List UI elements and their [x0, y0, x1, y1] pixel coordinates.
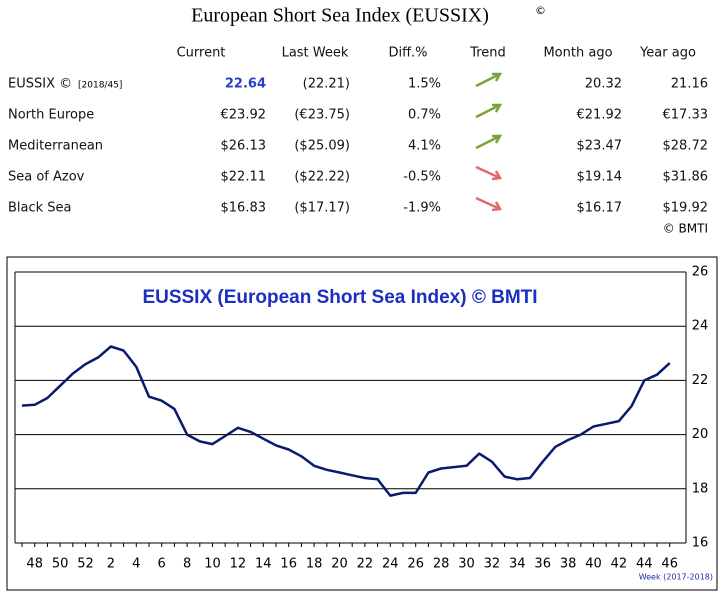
table-cell: -0.5% [403, 170, 441, 185]
table-title: European Short Sea Index (EUSSIX) [191, 5, 489, 27]
x-tick-label: 10 [204, 557, 221, 572]
trend-arrows [475, 72, 503, 212]
table-cell: $26.13 [221, 139, 267, 154]
table-cell: (22.21) [303, 77, 350, 92]
copyright: © [535, 4, 546, 17]
series-line [21, 345, 671, 497]
table-cell: $19.14 [577, 170, 623, 185]
column-header: Current [177, 46, 226, 61]
x-tick-label: 14 [255, 557, 272, 572]
x-tick-label: 48 [26, 557, 43, 572]
table-cell: $19.92 [663, 201, 709, 216]
y-tick-label: 16 [692, 536, 709, 551]
row-label: Mediterranean [8, 139, 103, 154]
column-header: Diff.% [388, 46, 427, 61]
row-label: North Europe [8, 108, 94, 123]
table-cell: 20.32 [585, 77, 622, 92]
table-cell: $23.47 [577, 139, 623, 154]
table-cell: $28.72 [663, 139, 709, 154]
table-header: Current Last Week Diff.% Trend Month ago… [177, 46, 696, 61]
x-tick-label: 24 [382, 557, 399, 572]
x-tick-label: 6 [158, 557, 166, 572]
column-header: Trend [469, 46, 506, 61]
y-tick-label: 18 [692, 481, 709, 496]
column-header: Year ago [639, 46, 696, 61]
x-tick-label: 42 [611, 557, 628, 572]
x-tick-label: 20 [331, 557, 348, 572]
x-tick-label: 12 [230, 557, 247, 572]
x-tick-label: 40 [585, 557, 602, 572]
x-tick-label: 26 [407, 557, 424, 572]
chart-title: EUSSIX (European Short Sea Index) © BMTI [142, 287, 537, 308]
x-tick-label: 22 [357, 557, 374, 572]
trend-down [475, 165, 503, 181]
x-tick-label: 2 [107, 557, 115, 572]
x-tick-label: 34 [509, 557, 526, 572]
x-tick-label: 28 [433, 557, 450, 572]
table-cell: ($17.17) [294, 201, 350, 216]
x-tick-label: 4 [132, 557, 140, 572]
table-cell: 22.64 [225, 77, 266, 92]
x-tick-label: 30 [458, 557, 475, 572]
table-cell: ($25.09) [294, 139, 350, 154]
y-tick-label: 26 [692, 265, 709, 280]
table-cell: 0.7% [408, 108, 441, 123]
x-tick-label: 16 [280, 557, 297, 572]
table-cell: 4.1% [408, 139, 441, 154]
table-cell: $22.11 [221, 170, 267, 185]
y-tick-label: 22 [692, 373, 709, 388]
table-cell: $16.83 [221, 201, 267, 216]
table-cell: (€23.75) [294, 108, 350, 123]
table-cell: -1.9% [403, 201, 441, 216]
x-tick-label: 8 [183, 557, 191, 572]
trend-up [475, 72, 503, 88]
table-cell: 21.16 [671, 77, 708, 92]
column-header: Last Week [282, 46, 349, 61]
column-header: Month ago [543, 46, 612, 61]
x-tick-label: 50 [52, 557, 69, 572]
row-label: Black Sea [8, 201, 72, 216]
x-tick-label: 46 [661, 557, 678, 572]
trend-up [475, 134, 503, 150]
table-cell: ($22.22) [294, 170, 350, 185]
table-cell: 1.5% [408, 77, 441, 92]
table-cell: $31.86 [663, 170, 709, 185]
trend-down [475, 196, 503, 212]
chart-frame [6, 256, 718, 591]
table-cell: €21.92 [577, 108, 623, 123]
table-body: EUSSIX © [2018/45] 22.64 (22.21) 1.5% 20.32 21… [8, 77, 708, 216]
x-tick-label: 44 [636, 557, 653, 572]
row-label: EUSSIX © [8, 77, 72, 92]
trend-up [475, 103, 503, 119]
row-label: Sea of Azov [8, 170, 85, 185]
y-tick-label: 24 [692, 319, 709, 334]
y-tick-label: 20 [692, 427, 709, 442]
source: © BMTI [663, 222, 708, 236]
x-tick-label: 32 [484, 557, 501, 572]
x-tick-label: 38 [560, 557, 577, 572]
table-cell: €17.33 [663, 108, 709, 123]
x-tick-label: 18 [306, 557, 323, 572]
table-cell: €23.92 [221, 108, 267, 123]
x-axis-label: Week (2017-2018) [639, 573, 713, 582]
row-note: [2018/45] [78, 81, 122, 91]
table-cell: $16.17 [577, 201, 623, 216]
x-tick-label: 36 [534, 557, 551, 572]
x-tick-label: 52 [77, 557, 94, 572]
